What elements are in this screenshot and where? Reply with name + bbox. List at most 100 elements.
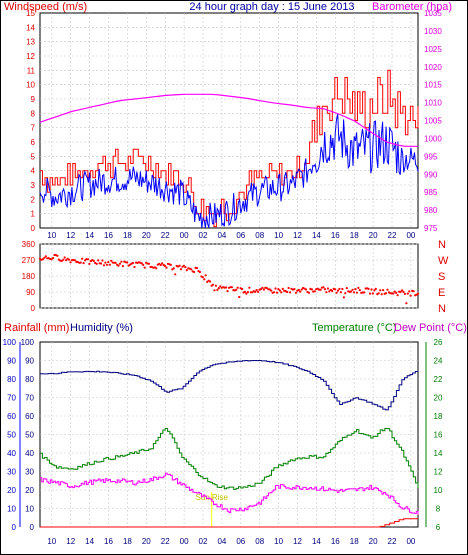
time-tick-label: 10: [47, 537, 56, 546]
wind-direction-point: [355, 291, 358, 294]
temperature-tick-label: 6: [436, 523, 441, 532]
barometer-tick-label: 1035: [424, 9, 442, 18]
wind-direction-point: [63, 256, 66, 259]
rainfall-tick-label: 10: [7, 505, 16, 514]
windspeed-tick-label: 8: [31, 109, 36, 118]
wind-direction-point: [195, 267, 199, 270]
windspeed-tick-label: 6: [31, 138, 36, 147]
wind-direction-point: [193, 270, 196, 274]
wind-direction-point: [204, 274, 207, 277]
wind-direction-point: [268, 288, 271, 291]
temperature-tick-label: 24: [434, 357, 443, 366]
temperature-axis-label: Temperature (°C): [312, 322, 396, 334]
temp-humidity-panel: 0102030405060708090100010203040506070809…: [3, 338, 443, 546]
humidity-tick-label: 20: [25, 486, 34, 495]
wind-direction-point: [286, 290, 289, 294]
windspeed-tick-label: 2: [31, 195, 36, 204]
barometer-tick-label: 1000: [424, 134, 442, 143]
wind-direction-point: [121, 265, 124, 268]
time-tick-label: 14: [85, 537, 94, 546]
wind-direction-point: [270, 289, 273, 292]
wind-direction-point: [97, 259, 100, 262]
barometer-tick-label: 1015: [424, 81, 442, 90]
rainfall-tick-label: 0: [12, 523, 17, 532]
wind-direction-point: [104, 261, 107, 264]
time-tick-label: 10: [274, 537, 283, 546]
wind-direction-point: [56, 254, 59, 257]
sunrise-label: Sun Rise: [195, 493, 228, 502]
time-tick-label: 12: [293, 537, 302, 546]
windspeed-tick-label: 15: [26, 9, 35, 18]
wind-direction-point: [101, 259, 104, 262]
time-tick-label: 22: [161, 231, 170, 240]
wind-direction-point: [140, 262, 143, 265]
wind-direction-point: [344, 292, 347, 295]
wind-direction-point: [412, 290, 415, 293]
windspeed-axis-label: Windspeed (m/s): [4, 1, 87, 13]
wind-direction-point: [305, 288, 308, 291]
wind-direction-point: [203, 278, 206, 281]
time-tick-label: 00: [180, 231, 189, 240]
wind-barometer-panel: 0123456789101112131415975980985990995100…: [26, 9, 442, 240]
wind-direction-point: [126, 261, 129, 264]
compass-label: N: [438, 303, 446, 315]
wind-direction-point: [275, 291, 279, 294]
wind-direction-point: [334, 288, 337, 291]
time-tick-label: 16: [104, 231, 113, 240]
compass-label: S: [438, 271, 445, 283]
wind-direction-point: [241, 287, 244, 291]
wind-direction-point: [370, 288, 373, 291]
time-tick-label: 00: [180, 537, 189, 546]
temperature-series: [40, 428, 419, 490]
wind-direction-point: [405, 302, 408, 305]
wind-direction-point: [214, 284, 217, 287]
wind-direction-point: [262, 288, 265, 291]
compass-label: E: [438, 287, 445, 299]
wind-direction-point: [211, 283, 215, 286]
windspeed-tick-label: 5: [31, 152, 36, 161]
wind-direction-point: [393, 290, 396, 293]
wind-direction-point: [297, 288, 300, 292]
wind-direction-point: [345, 287, 348, 290]
barometer-tick-label: 1020: [424, 63, 442, 72]
wind-direction-point: [416, 292, 420, 295]
wind-direction-point: [331, 289, 334, 293]
time-tick-label: 00: [406, 231, 415, 240]
windspeed-tick-label: 13: [26, 38, 35, 47]
wind-direction-point: [68, 258, 71, 261]
time-tick-label: 18: [350, 537, 359, 546]
wind-direction-point: [278, 289, 281, 292]
rainfall-tick-label: 60: [7, 412, 16, 421]
rainfall-tick-label: 90: [7, 357, 16, 366]
wind-direction-point: [384, 292, 388, 295]
wind-direction-point: [406, 292, 409, 295]
wind-direction-point: [354, 288, 357, 291]
wind-direction-point: [274, 287, 277, 290]
time-tick-label: 00: [406, 537, 415, 546]
wind-direction-point: [82, 262, 85, 265]
direction-tick-label: 180: [22, 272, 36, 281]
barometer-tick-label: 985: [424, 188, 438, 197]
time-tick-label: 06: [236, 537, 245, 546]
wind-direction-point: [326, 287, 329, 290]
direction-tick-label: 90: [26, 288, 35, 297]
windspeed-tick-label: 14: [26, 23, 35, 32]
humidity-tick-label: 100: [21, 338, 35, 347]
wind-direction-point: [190, 268, 193, 271]
barometer-axis-label: Barometer (hpa): [372, 1, 452, 13]
humidity-tick-label: 80: [25, 375, 34, 384]
wind-direction-point: [336, 289, 340, 292]
wind-direction-point: [300, 288, 303, 291]
wind-direction-point: [44, 255, 47, 258]
wind-direction-point: [73, 259, 76, 262]
time-tick-label: 16: [331, 231, 340, 240]
wind-direction-point: [174, 273, 177, 276]
wind-direction-point: [342, 296, 345, 299]
wind-direction-point: [408, 290, 411, 293]
wind-direction-point: [185, 269, 188, 272]
time-tick-label: 10: [47, 231, 56, 240]
time-tick-label: 20: [142, 231, 151, 240]
humidity-tick-label: 10: [25, 505, 34, 514]
windspeed-tick-label: 11: [27, 66, 36, 75]
